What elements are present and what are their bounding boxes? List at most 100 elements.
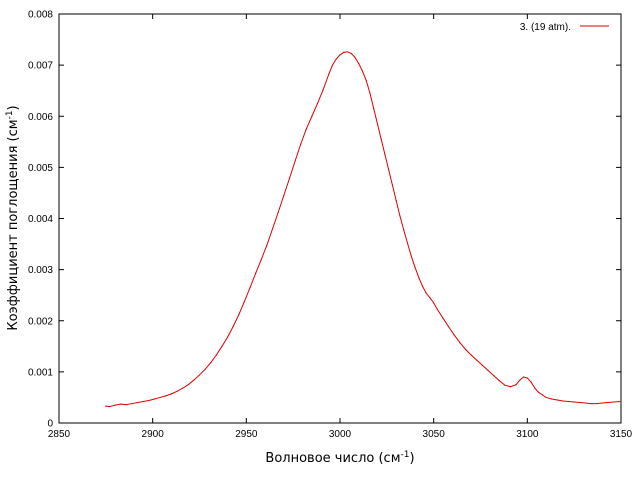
data-point [410, 255, 412, 257]
data-point [476, 359, 478, 361]
data-point [131, 402, 133, 405]
data-point [260, 258, 262, 260]
data-point [335, 58, 337, 60]
y-tick-label: 0.004 [28, 214, 53, 225]
data-point [498, 379, 500, 382]
data-point [346, 51, 349, 53]
data-point [108, 406, 111, 408]
data-point [221, 345, 223, 347]
data-point [365, 79, 367, 82]
data-point [470, 354, 472, 356]
data-point [596, 402, 598, 405]
data-point [526, 377, 528, 379]
data-point [522, 376, 525, 378]
data-point [193, 379, 195, 381]
data-point [153, 398, 156, 400]
data-point [358, 62, 360, 65]
y-tick-label: 0 [47, 419, 53, 430]
x-tick-label: 2850 [48, 429, 71, 440]
data-point [331, 64, 334, 66]
data-point [453, 334, 455, 336]
data-point [537, 391, 540, 393]
data-point [601, 402, 603, 404]
data-point [125, 403, 128, 406]
data-point [210, 362, 212, 364]
data-point [579, 401, 581, 404]
x-axis-label-superscript: -1 [401, 450, 410, 460]
data-point [350, 52, 352, 54]
y-tick-label: 0.002 [28, 316, 53, 327]
y-axis-ticks: 0 0.001 0.002 0.003 0.004 0.005 0.006 0.007 0.00… [28, 10, 621, 430]
data-point [556, 399, 558, 401]
x-tick-label: 3150 [610, 429, 633, 440]
data-point [448, 326, 450, 328]
data-point [493, 374, 495, 377]
data-point [300, 143, 302, 145]
data-point [339, 54, 341, 56]
data-point [562, 400, 564, 402]
x-axis-ticks: 2850 2900 2950 3000 3050 3100 3150 [48, 14, 633, 440]
data-point [165, 395, 167, 397]
data-point [142, 400, 144, 403]
data-point [238, 314, 240, 316]
data-point [204, 368, 206, 370]
data-point [283, 194, 285, 197]
data-point [487, 369, 489, 371]
data-point [369, 92, 371, 94]
data-point [590, 402, 592, 405]
data-point [403, 229, 405, 231]
data-point [620, 400, 622, 403]
data-point [182, 387, 184, 389]
data-point [481, 364, 483, 366]
x-tick-label: 3050 [423, 429, 446, 440]
x-axis-label: Волновое число (см-1) [265, 450, 414, 466]
data-point [607, 401, 609, 404]
y-tick-label: 0.003 [28, 265, 53, 276]
data-point [429, 297, 431, 299]
y-axis-label: Коэффициент поглощения (см-1) [5, 105, 21, 330]
data-point [187, 384, 189, 386]
data-point [328, 73, 330, 75]
data-point [436, 308, 439, 311]
data-point [534, 387, 536, 389]
data-point [421, 285, 424, 287]
data-point [418, 276, 420, 278]
y-tick-label: 0.005 [28, 163, 53, 174]
data-point [227, 336, 229, 338]
data-point [288, 178, 291, 180]
plot-frame [58, 13, 622, 424]
data-point [294, 160, 296, 162]
data-point [433, 302, 435, 304]
y-tick-label: 0.008 [28, 10, 53, 21]
data-point [399, 215, 401, 217]
data-point [584, 402, 587, 404]
data-point [361, 70, 364, 72]
y-tick-label: 0.007 [28, 61, 53, 72]
data-point [176, 390, 178, 392]
data-point [425, 292, 427, 294]
data-point [509, 386, 512, 388]
data-point [573, 401, 575, 403]
legend: 3. (19 atm). [520, 22, 609, 33]
data-point [567, 400, 570, 403]
data-point [114, 404, 116, 406]
data-point [243, 300, 246, 302]
data-point [530, 381, 532, 383]
x-tick-label: 3000 [329, 429, 352, 440]
data-point [266, 244, 268, 246]
data-point [545, 396, 547, 399]
data-point [277, 211, 279, 213]
data-point [541, 394, 543, 396]
data-point [380, 138, 382, 140]
data-point [105, 405, 107, 407]
data-point [343, 51, 345, 53]
data-point [384, 153, 386, 156]
data-point [249, 286, 251, 289]
y-tick-label: 0.001 [28, 367, 53, 378]
data-point [271, 228, 274, 230]
data-point [148, 399, 150, 402]
data-point [255, 272, 257, 274]
data-point [170, 393, 172, 395]
series-line [105, 51, 622, 408]
